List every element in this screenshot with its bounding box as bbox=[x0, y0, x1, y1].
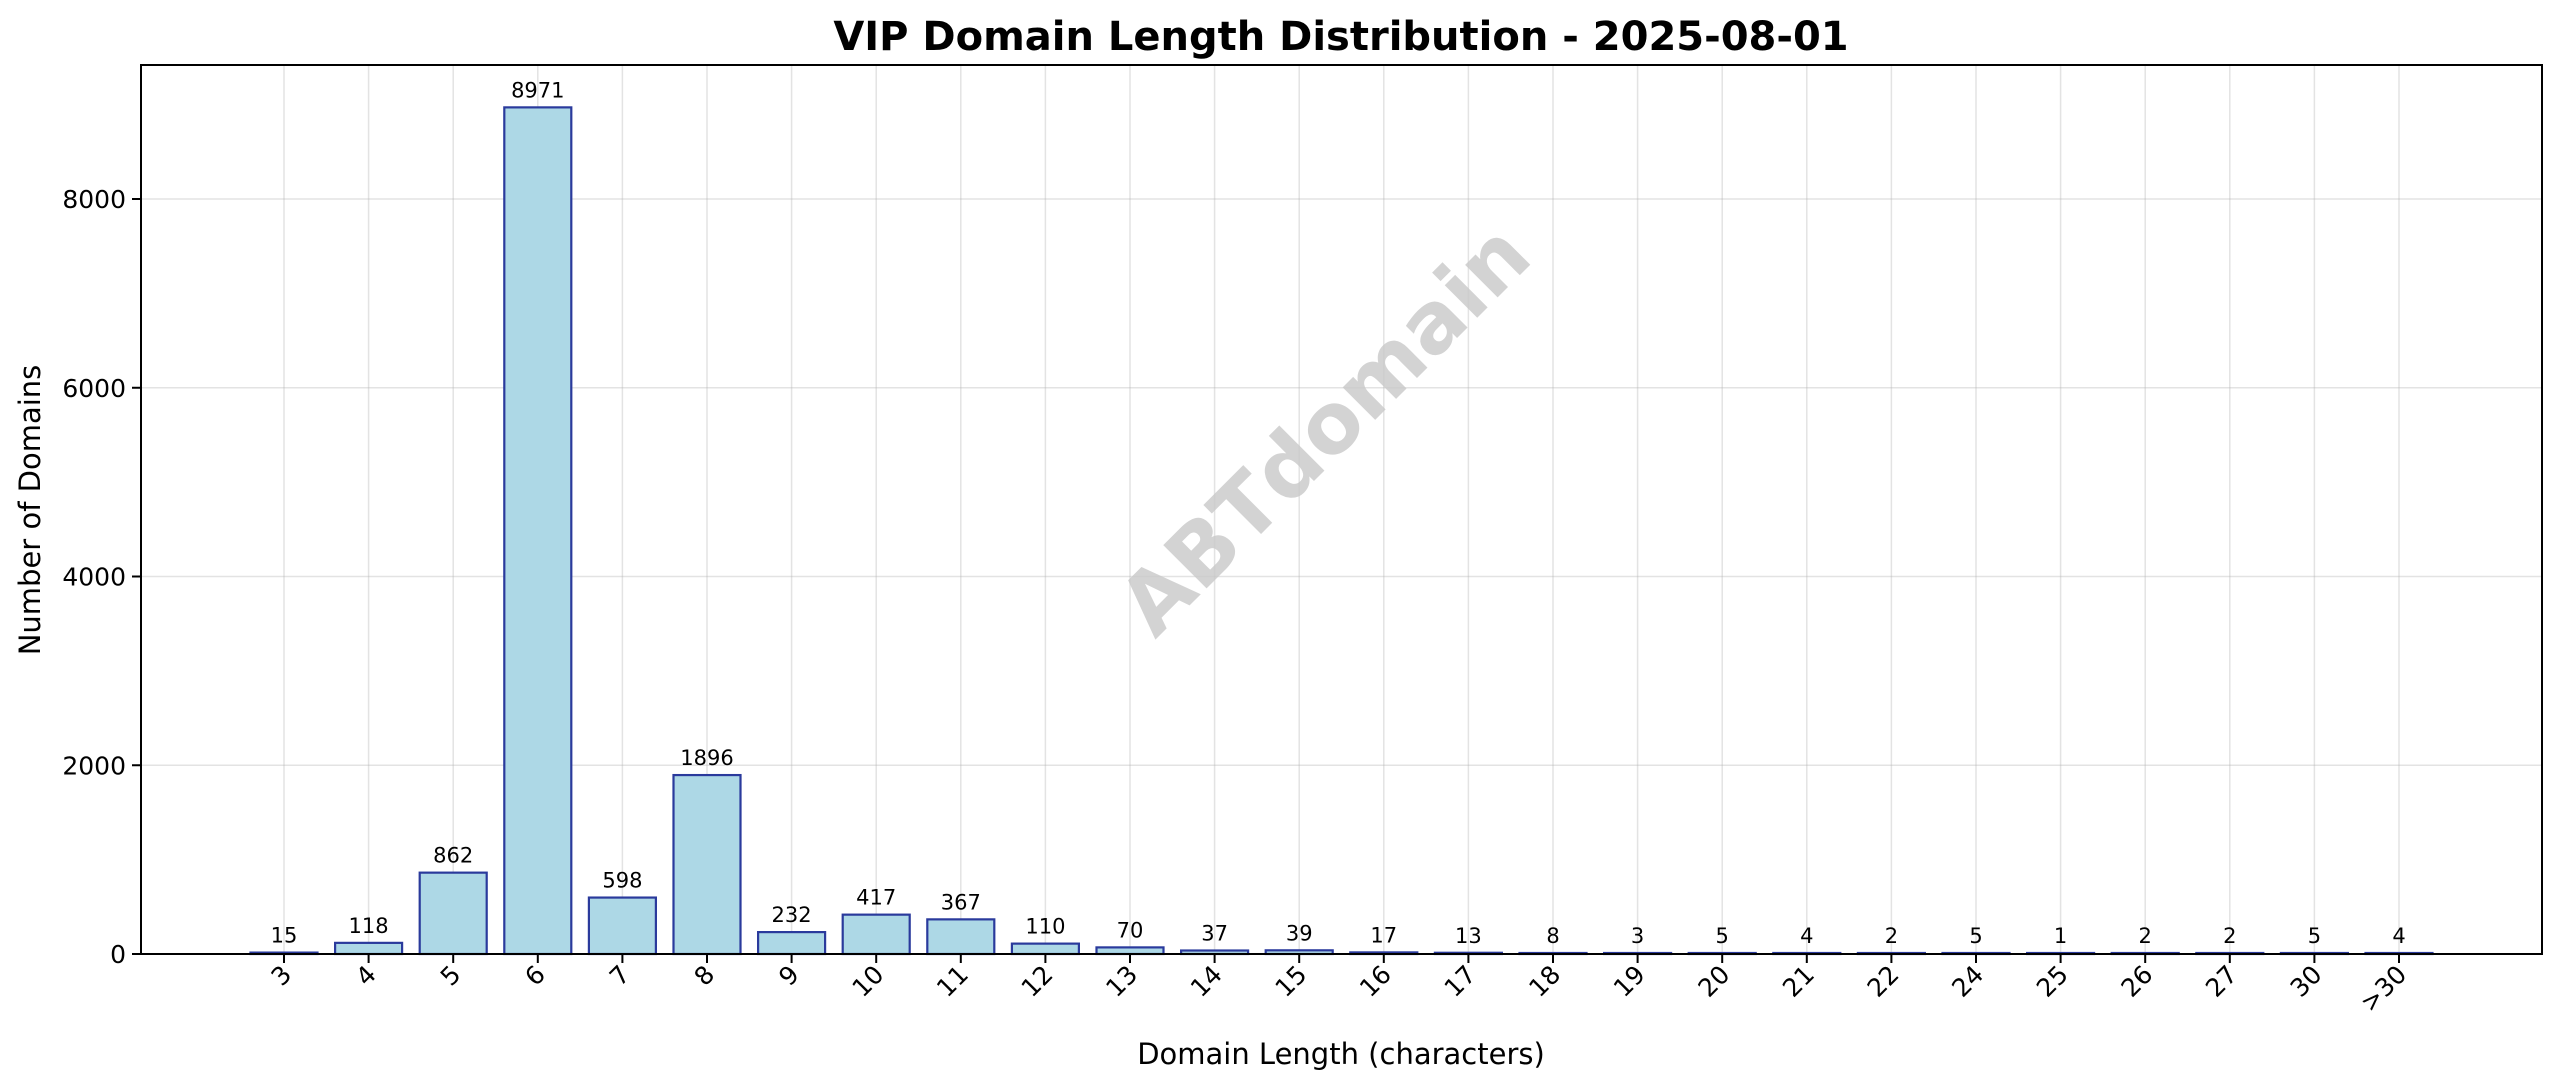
bar-value-label: 39 bbox=[1286, 921, 1313, 945]
bar-value-label: 2 bbox=[2223, 924, 2236, 948]
bar-value-label: 15 bbox=[271, 924, 298, 948]
bar bbox=[503, 106, 573, 956]
x-tick-label: 4 bbox=[350, 960, 382, 992]
bar-value-label: 70 bbox=[1117, 918, 1144, 942]
x-axis-label: Domain Length (characters) bbox=[1137, 1037, 1545, 1071]
x-tick-label: 7 bbox=[604, 960, 636, 992]
bar-value-label: 3 bbox=[1631, 924, 1644, 948]
y-tick-label: 6000 bbox=[62, 374, 126, 403]
bar-value-label: 37 bbox=[1201, 922, 1228, 946]
bar-value-label: 2 bbox=[2139, 924, 2152, 948]
chart-title: VIP Domain Length Distribution - 2025-08… bbox=[833, 14, 1848, 60]
bar-value-label: 4 bbox=[1800, 924, 1813, 948]
watermark-text: ABTdomain bbox=[1100, 205, 1549, 654]
y-axis: 0 2000 4000 6000 8000 bbox=[62, 185, 141, 969]
bar-value-label: 118 bbox=[349, 914, 389, 938]
x-axis: 3 4 5 6 7 8 9 10 11 12 13 14 15 16 17 18 19 20 21 22 24 25 26 2… bbox=[265, 954, 2412, 1018]
bar-value-label: 13 bbox=[1455, 924, 1482, 948]
bar-value-label: 1 bbox=[2054, 924, 2067, 948]
x-tick-label: 20 bbox=[1692, 960, 1735, 1003]
x-tick-label: 27 bbox=[2200, 960, 2243, 1003]
x-tick-label: 10 bbox=[846, 960, 889, 1003]
bar-value-label: 598 bbox=[602, 869, 642, 893]
bar bbox=[672, 773, 742, 956]
bar bbox=[926, 918, 996, 956]
y-tick-label: 0 bbox=[110, 940, 126, 969]
grid-lines bbox=[141, 65, 2542, 955]
bar-value-label: 232 bbox=[772, 903, 812, 927]
x-tick-label: 12 bbox=[1016, 960, 1059, 1003]
x-tick-label: 22 bbox=[1862, 960, 1905, 1003]
bar-value-label: 367 bbox=[941, 890, 981, 914]
bar bbox=[841, 913, 911, 956]
bar-value-label: 4 bbox=[2392, 924, 2405, 948]
bar-value-label: 8971 bbox=[511, 78, 564, 102]
bar bbox=[587, 896, 658, 956]
bar-value-label: 5 bbox=[2308, 924, 2321, 948]
plot-frame bbox=[140, 64, 2543, 955]
x-tick-label: 17 bbox=[1439, 960, 1482, 1003]
x-tick-label: 16 bbox=[1354, 960, 1397, 1003]
bar-value-label: 862 bbox=[433, 844, 473, 868]
x-tick-label: 5 bbox=[435, 960, 467, 992]
bar-value-label: 2 bbox=[1885, 924, 1898, 948]
x-tick-label: 6 bbox=[519, 960, 551, 992]
bar bbox=[418, 871, 488, 956]
bar-value-label: 417 bbox=[856, 886, 896, 910]
bar bbox=[334, 941, 404, 956]
x-tick-label: 18 bbox=[1523, 960, 1566, 1003]
bar-value-label: 5 bbox=[1969, 924, 1982, 948]
x-tick-label: 21 bbox=[1777, 960, 1820, 1003]
x-tick-label: 25 bbox=[2031, 960, 2074, 1003]
bar-value-label: 5 bbox=[1716, 924, 1729, 948]
x-tick-label: 9 bbox=[773, 960, 805, 992]
x-tick-label: 11 bbox=[931, 960, 974, 1003]
y-axis-label: Number of Domains bbox=[13, 365, 47, 656]
bar-value-label: 1896 bbox=[680, 746, 733, 770]
x-tick-label: 30 bbox=[2285, 960, 2328, 1003]
bar-value-label: 110 bbox=[1025, 915, 1065, 939]
bar bbox=[1010, 942, 1081, 956]
x-tick-label: 14 bbox=[1185, 960, 1228, 1003]
x-tick-label: 3 bbox=[265, 960, 297, 992]
x-tick-label: 15 bbox=[1269, 960, 1312, 1003]
x-tick-label: 8 bbox=[688, 960, 720, 992]
bar bbox=[756, 931, 827, 956]
bar-value-label: 8 bbox=[1546, 924, 1559, 948]
bar-value-label: 17 bbox=[1370, 923, 1397, 947]
x-tick-label: 24 bbox=[1946, 960, 1989, 1003]
x-tick-label: 26 bbox=[2115, 960, 2158, 1003]
y-tick-label: 2000 bbox=[62, 751, 126, 780]
y-tick-label: 4000 bbox=[62, 563, 126, 592]
x-tick-label: 19 bbox=[1608, 960, 1651, 1003]
y-tick-label: 8000 bbox=[62, 185, 126, 214]
x-tick-label: 13 bbox=[1100, 960, 1143, 1003]
bars bbox=[249, 106, 2434, 956]
x-tick-label: >30 bbox=[2354, 960, 2412, 1018]
